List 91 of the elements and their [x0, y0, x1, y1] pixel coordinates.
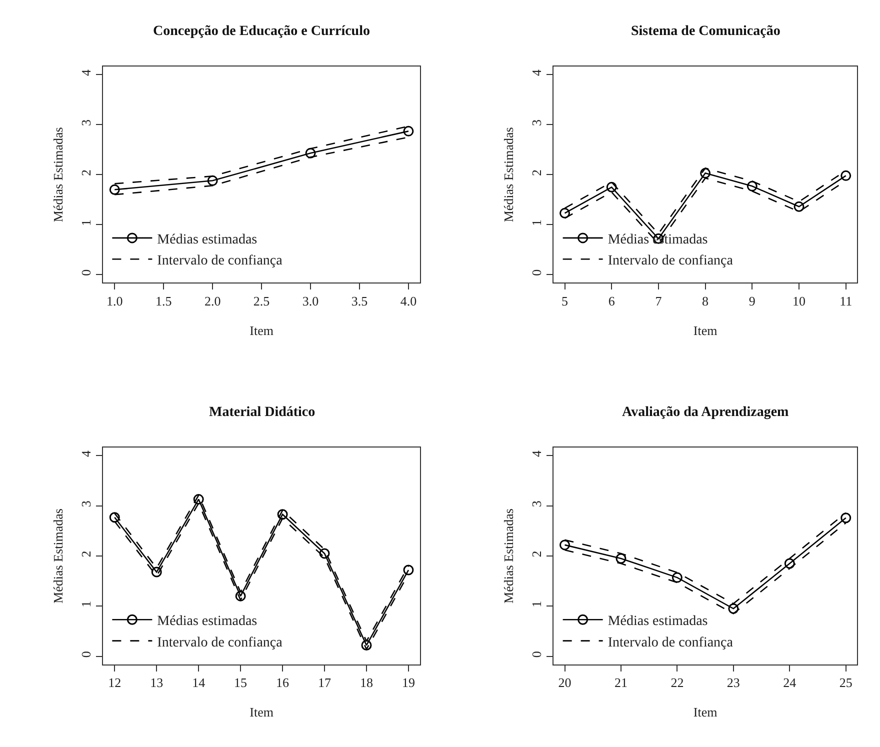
y-axis-title: Médias Estimadas — [50, 508, 66, 604]
x-tick-label: 8 — [702, 293, 709, 308]
y-tick-label: 0 — [78, 651, 94, 658]
y-tick-label: 0 — [529, 651, 544, 658]
y-tick-label: 2 — [78, 550, 94, 558]
x-axis-title: Item — [250, 704, 274, 720]
x-tick-label: 12 — [108, 675, 122, 690]
x-axis-title: Item — [693, 322, 718, 338]
point — [361, 640, 372, 650]
point — [109, 512, 120, 523]
x-tick-label: 1.0 — [106, 293, 123, 308]
point — [560, 540, 570, 550]
point — [403, 126, 414, 136]
x-tick-label: 3.0 — [302, 293, 319, 308]
y-axis-title: Médias Estimadas — [501, 127, 516, 222]
point — [193, 494, 204, 505]
x-tick-label: 6 — [608, 293, 616, 308]
y-axis-title: Médias Estimadas — [50, 127, 66, 222]
x-axis-title: Item — [250, 322, 274, 338]
x-tick-label: 14 — [192, 675, 206, 690]
legend-label: Intervalo de confiança — [157, 254, 284, 269]
x-tick-label: 15 — [234, 675, 248, 690]
chart-title: Concepção de Educação e Currículo — [153, 24, 370, 39]
x-tick-label: 21 — [614, 675, 628, 690]
point — [840, 512, 852, 524]
y-tick-label: 1 — [78, 600, 94, 608]
x-tick-label: 11 — [840, 293, 852, 308]
point — [277, 509, 288, 520]
y-tick-label: 4 — [78, 69, 94, 76]
x-tick-label: 9 — [748, 293, 756, 308]
point — [840, 170, 852, 181]
point — [235, 590, 246, 602]
point — [606, 182, 617, 192]
y-axis-title: Médias Estimadas — [501, 508, 516, 604]
point — [616, 553, 626, 564]
x-tick-label: 18 — [360, 675, 373, 690]
x-tick-label: 17 — [318, 675, 332, 690]
y-tick-label: 0 — [529, 269, 544, 276]
x-tick-label: 4.0 — [400, 293, 417, 308]
x-tick-label: 3.5 — [351, 293, 368, 308]
y-tick-label: 2 — [529, 169, 544, 176]
y-tick-label: 1 — [529, 219, 544, 226]
y-tick-label: 3 — [529, 119, 544, 126]
point — [560, 208, 570, 218]
y-tick-label: 0 — [78, 269, 94, 276]
y-tick-label: 3 — [529, 500, 544, 508]
x-tick-label: 22 — [670, 675, 684, 690]
point — [728, 603, 739, 614]
y-tick-label: 4 — [529, 69, 544, 76]
x-tick-label: 2.5 — [253, 293, 270, 308]
point — [746, 180, 758, 192]
x-tick-label: 13 — [150, 675, 164, 690]
x-tick-label: 20 — [558, 675, 572, 690]
point — [305, 148, 316, 158]
point — [672, 572, 682, 583]
y-tick-label: 3 — [78, 500, 94, 508]
x-tick-label: 10 — [792, 293, 806, 308]
point — [794, 201, 804, 212]
y-tick-label: 4 — [78, 450, 94, 457]
x-tick-label: 19 — [402, 675, 415, 690]
point — [109, 184, 120, 195]
x-axis-title: Item — [693, 704, 718, 720]
x-tick-label: 2.0 — [204, 293, 221, 308]
legend-label: Médias estimadas — [608, 614, 708, 630]
point — [784, 558, 795, 569]
point — [700, 168, 711, 178]
x-tick-label: 1.5 — [155, 293, 172, 308]
legend-label: Intervalo de confiança — [608, 254, 734, 269]
y-tick-label: 1 — [78, 219, 94, 226]
point — [319, 548, 330, 559]
x-tick-label: 24 — [783, 675, 797, 690]
legend-label: Médias estimadas — [157, 614, 258, 630]
chart-title: Avaliação da Aprendizagem — [622, 405, 790, 420]
legend-label: Intervalo de confiança — [157, 635, 284, 650]
point — [403, 564, 414, 576]
y-tick-label: 1 — [529, 600, 544, 608]
point — [151, 566, 162, 578]
chart-title: Sistema de Comunicação — [631, 24, 780, 39]
x-tick-label: 25 — [839, 675, 852, 690]
legend-label: Médias estimadas — [157, 232, 258, 248]
y-tick-label: 3 — [78, 119, 94, 126]
chart-title: Material Didático — [209, 405, 316, 420]
x-tick-label: 16 — [276, 675, 290, 690]
y-tick-label: 2 — [78, 169, 94, 176]
y-tick-label: 2 — [529, 550, 544, 558]
legend-label: Intervalo de confiança — [608, 635, 734, 650]
x-tick-label: 5 — [562, 293, 568, 308]
y-tick-label: 4 — [529, 450, 544, 457]
x-tick-label: 7 — [655, 293, 662, 308]
x-tick-label: 23 — [726, 675, 740, 690]
point — [207, 175, 218, 186]
